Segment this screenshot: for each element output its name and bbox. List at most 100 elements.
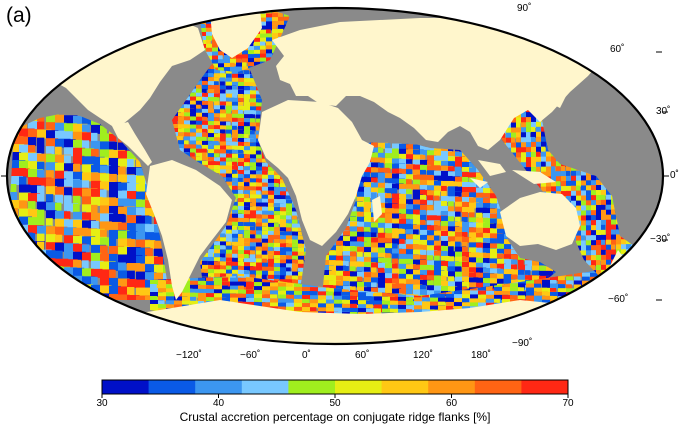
accretion-cell (531, 141, 536, 148)
accretion-cell (73, 155, 85, 165)
accretion-cell (413, 164, 424, 171)
accretion-cell (232, 145, 243, 151)
accretion-cell (292, 267, 297, 273)
accretion-cell (448, 286, 458, 293)
accretion-cell (184, 100, 193, 106)
accretion-cell (226, 273, 238, 279)
accretion-cell (422, 297, 434, 303)
accretion-cell (494, 294, 509, 300)
accretion-cell (232, 77, 244, 83)
accretion-cell (406, 289, 413, 296)
accretion-cell (542, 287, 551, 293)
accretion-cell (390, 292, 405, 298)
accretion-cell (250, 222, 256, 228)
accretion-cell (208, 137, 217, 143)
accretion-cell (406, 194, 412, 201)
accretion-cell (256, 274, 262, 280)
accretion-cell (462, 157, 470, 163)
accretion-cell (462, 290, 471, 296)
accretion-cell (448, 276, 455, 283)
accretion-cell (280, 199, 292, 205)
accretion-cell (581, 170, 591, 177)
accretion-cell (190, 92, 198, 98)
accretion-cell (413, 234, 422, 241)
accretion-cell (286, 195, 292, 201)
accretion-cell (546, 271, 555, 278)
accretion-cell (274, 275, 283, 281)
accretion-cell (534, 311, 541, 317)
accretion-cell (250, 274, 255, 280)
accretion-cell (448, 161, 456, 168)
accretion-cell (28, 257, 43, 267)
accretion-cell (256, 158, 262, 164)
accretion-cell (516, 112, 523, 119)
accretion-cell (542, 327, 557, 328)
accretion-cell (566, 180, 574, 187)
accretion-cell (385, 228, 398, 235)
accretion-cell (385, 213, 397, 220)
accretion-cell (611, 234, 617, 241)
accretion-cell (357, 231, 370, 238)
accretion-cell (10, 288, 25, 297)
accretion-cell (518, 269, 525, 276)
accretion-cell (378, 282, 386, 289)
accretion-cell (178, 120, 187, 126)
accretion-cell (172, 112, 182, 117)
accretion-cell (208, 253, 213, 259)
accretion-cell (558, 316, 567, 322)
accretion-cell (454, 302, 467, 308)
accretion-cell (64, 291, 76, 300)
accretion-cell (91, 268, 103, 278)
accretion-cell (208, 81, 216, 87)
accretion-cell (470, 298, 486, 304)
accretion-cell (190, 140, 199, 146)
accretion-cell (230, 281, 245, 287)
accretion-cell (220, 69, 225, 75)
accretion-cell (525, 265, 532, 272)
accretion-cell (226, 241, 232, 247)
accretion-cell (462, 232, 468, 238)
accretion-cell (250, 98, 262, 104)
accretion-cell (220, 93, 229, 99)
accretion-cell (310, 299, 323, 305)
accretion-cell (202, 104, 209, 110)
accretion-cell (378, 202, 389, 209)
accretion-cell (250, 266, 256, 272)
accretion-cell (622, 281, 635, 287)
accretion-cell (244, 78, 254, 84)
accretion-cell (214, 269, 225, 275)
accretion-cell (256, 178, 262, 184)
accretion-cell (118, 182, 130, 192)
accretion-cell (574, 304, 583, 310)
accretion-cell (73, 163, 81, 173)
accretion-cell (37, 289, 45, 299)
accretion-cell (190, 120, 197, 126)
accretion-cell (118, 222, 135, 232)
accretion-cell (64, 267, 78, 277)
accretion-cell (37, 161, 45, 171)
accretion-cell (190, 112, 197, 118)
accretion-cell (244, 194, 250, 200)
accretion-cell (262, 186, 270, 192)
accretion-cell (46, 154, 58, 164)
accretion-cell (601, 194, 606, 201)
accretion-cell (226, 121, 231, 127)
accretion-cell (184, 104, 195, 110)
accretion-cell (420, 144, 431, 151)
accretion-cell (462, 302, 475, 308)
accretion-cell (64, 227, 77, 237)
accretion-cell (483, 238, 495, 245)
accretion-cell (232, 125, 237, 131)
accretion-cell (582, 272, 597, 278)
accretion-cell (182, 288, 193, 294)
accretion-cell (497, 233, 506, 240)
accretion-cell (250, 106, 261, 112)
accretion-cell (350, 286, 356, 293)
accretion-cell (385, 198, 394, 205)
accretion-cell (638, 281, 651, 287)
accretion-cell (446, 293, 459, 299)
accretion-cell (178, 116, 185, 122)
accretion-cell (413, 204, 426, 211)
accretion-cell (399, 178, 410, 185)
accretion-cell (286, 267, 291, 273)
